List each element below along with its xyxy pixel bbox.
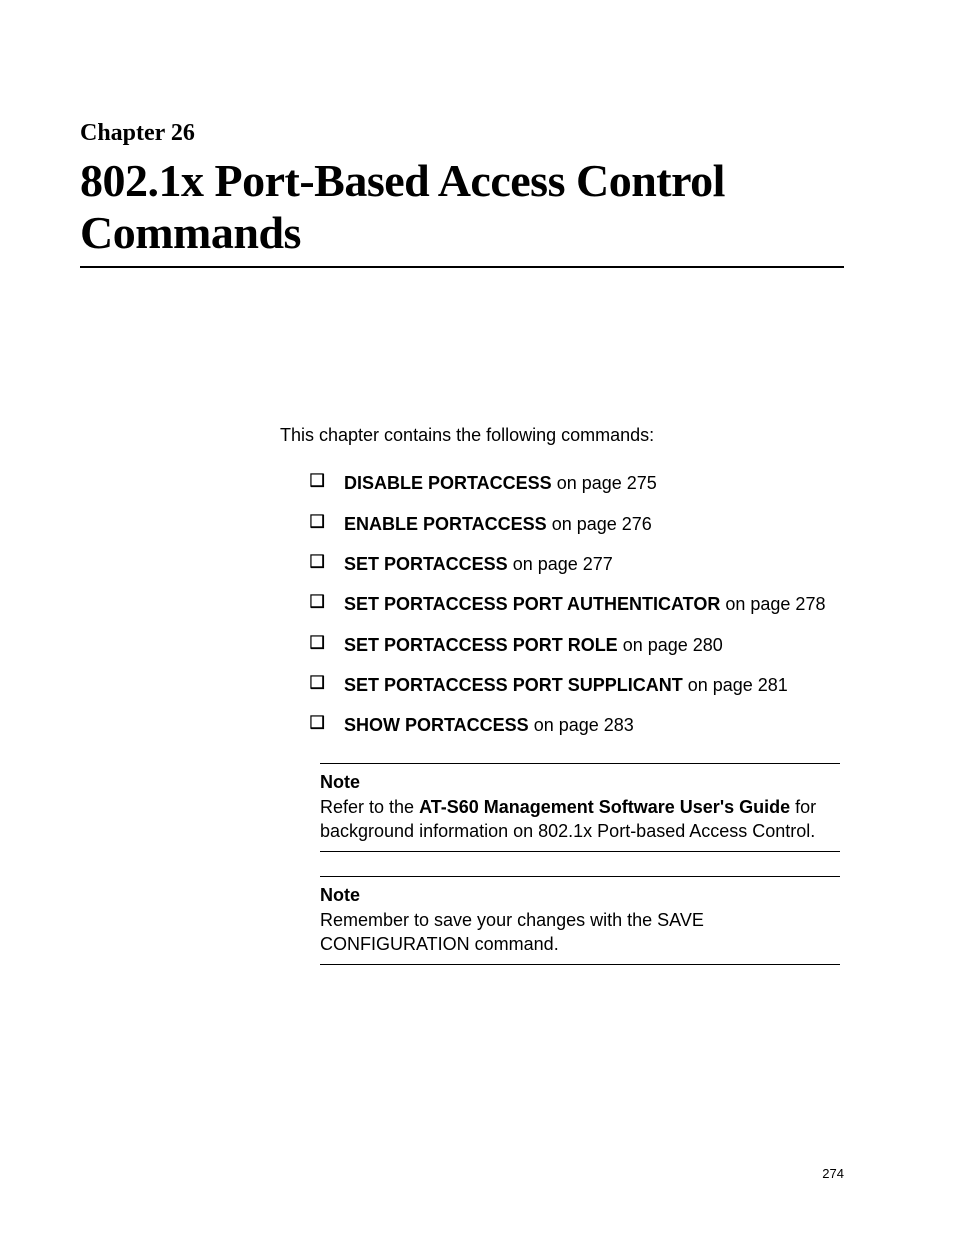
notes-region: Note Refer to the AT-S60 Management Soft… (280, 763, 844, 965)
intro-text: This chapter contains the following comm… (280, 423, 844, 447)
command-suffix: on page 280 (618, 635, 723, 655)
command-suffix: on page 283 (529, 715, 634, 735)
note-body: Remember to save your changes with the S… (320, 908, 840, 957)
note-text-pre: Refer to the (320, 797, 419, 817)
list-item: SET PORTACCESS on page 277 (310, 552, 844, 576)
checkbox-icon (310, 473, 325, 488)
checkbox-icon (310, 715, 325, 730)
chapter-title: 802.1x Port-Based Access Control Command… (80, 155, 844, 268)
note-text-bold: AT-S60 Management Software User's Guide (419, 797, 790, 817)
command-name: DISABLE PORTACCESS (344, 473, 552, 493)
command-name: SET PORTACCESS PORT AUTHENTICATOR (344, 594, 720, 614)
list-item: ENABLE PORTACCESS on page 276 (310, 512, 844, 536)
command-name: SET PORTACCESS (344, 554, 508, 574)
command-suffix: on page 281 (683, 675, 788, 695)
checkbox-icon (310, 554, 325, 569)
command-suffix: on page 275 (552, 473, 657, 493)
list-item: SHOW PORTACCESS on page 283 (310, 713, 844, 737)
note-box: Note Refer to the AT-S60 Management Soft… (320, 763, 840, 852)
note-body: Refer to the AT-S60 Management Software … (320, 795, 840, 844)
list-item: SET PORTACCESS PORT SUPPLICANT on page 2… (310, 673, 844, 697)
checkbox-icon (310, 594, 325, 609)
chapter-label: Chapter 26 (80, 120, 844, 147)
note-label: Note (320, 770, 840, 794)
checkbox-icon (310, 675, 325, 690)
command-name: SET PORTACCESS PORT SUPPLICANT (344, 675, 683, 695)
checkbox-icon (310, 635, 325, 650)
note-text-pre: Remember to save your changes with the S… (320, 910, 704, 954)
checkbox-icon (310, 514, 325, 529)
command-suffix: on page 278 (720, 594, 825, 614)
list-item: DISABLE PORTACCESS on page 275 (310, 471, 844, 495)
command-name: SHOW PORTACCESS (344, 715, 529, 735)
document-page: Chapter 26 802.1x Port-Based Access Cont… (0, 0, 954, 1235)
list-item: SET PORTACCESS PORT AUTHENTICATOR on pag… (310, 592, 844, 616)
command-name: ENABLE PORTACCESS (344, 514, 547, 534)
list-item: SET PORTACCESS PORT ROLE on page 280 (310, 633, 844, 657)
command-suffix: on page 277 (508, 554, 613, 574)
command-list: DISABLE PORTACCESS on page 275 ENABLE PO… (310, 471, 844, 737)
command-name: SET PORTACCESS PORT ROLE (344, 635, 618, 655)
command-suffix: on page 276 (547, 514, 652, 534)
note-label: Note (320, 883, 840, 907)
page-number: 274 (822, 1166, 844, 1181)
note-box: Note Remember to save your changes with … (320, 876, 840, 965)
